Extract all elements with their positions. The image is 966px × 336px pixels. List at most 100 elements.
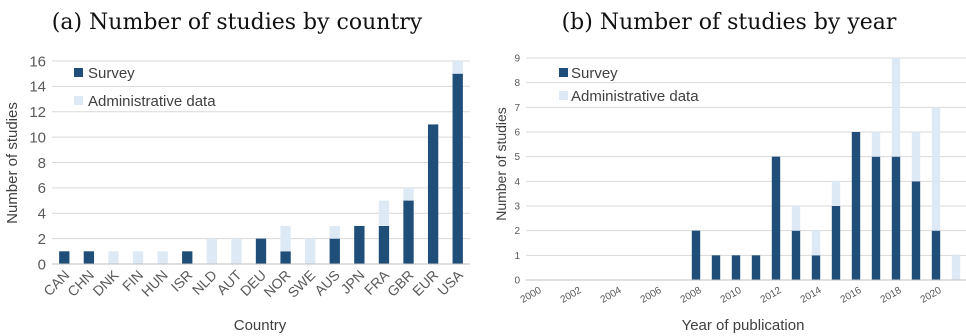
bar-administrative-data xyxy=(378,200,390,226)
y-tick-label: 1 xyxy=(514,251,520,262)
country-chart: (a) Number of studies by country Country… xyxy=(4,10,470,334)
legend-swatch-survey xyxy=(559,68,568,77)
year-chart-x-axis-label: Year of publication xyxy=(682,317,805,334)
bar-administrative-data xyxy=(871,132,881,157)
x-tick-label: ISR xyxy=(168,267,196,295)
year-chart-title: (b) Number of studies by year xyxy=(562,10,897,35)
x-tick-label: USA xyxy=(434,266,466,298)
bar-survey xyxy=(831,206,841,280)
y-tick-label: 0 xyxy=(514,276,520,287)
bar-survey xyxy=(871,156,881,280)
bar-survey xyxy=(182,251,193,264)
year-chart: (b) Number of studies by year Year of pu… xyxy=(493,10,966,334)
country-chart-legend: Survey Administrative data xyxy=(74,65,216,110)
y-tick-label: 6 xyxy=(38,180,46,197)
bar-survey xyxy=(711,255,721,280)
bar-administrative-data xyxy=(931,107,941,231)
x-tick-label: 2016 xyxy=(839,285,864,306)
y-tick-label: 5 xyxy=(514,152,520,163)
legend-label-survey: Survey xyxy=(571,65,618,82)
y-tick-label: 10 xyxy=(29,129,46,146)
country-chart-x-axis-label: Country xyxy=(234,317,287,334)
bar-administrative-data xyxy=(108,251,119,264)
x-tick-label: 2010 xyxy=(719,285,744,306)
bar-survey xyxy=(691,230,701,280)
x-tick-label: SWE xyxy=(284,267,318,301)
y-tick-label: 0 xyxy=(38,256,46,273)
bar-administrative-data xyxy=(206,238,217,264)
x-tick-label: 2014 xyxy=(799,285,824,306)
y-tick-label: 4 xyxy=(38,206,46,223)
x-tick-label: 2004 xyxy=(599,285,624,306)
legend-swatch-admin xyxy=(74,96,83,105)
country-chart-title: (a) Number of studies by country xyxy=(52,10,423,35)
bar-administrative-data xyxy=(911,132,921,182)
bar-survey xyxy=(811,255,821,280)
bar-administrative-data xyxy=(452,61,463,74)
bar-survey xyxy=(851,132,861,280)
y-tick-label: 9 xyxy=(514,54,520,65)
bar-administrative-data xyxy=(305,238,316,264)
bar-administrative-data xyxy=(132,251,144,264)
x-tick-label: AUT xyxy=(213,266,244,297)
bar-survey xyxy=(931,230,941,280)
bar-survey xyxy=(255,238,267,264)
y-tick-label: 16 xyxy=(29,53,46,70)
y-tick-label: 3 xyxy=(514,202,520,213)
bar-survey xyxy=(751,255,761,280)
bar-administrative-data xyxy=(951,255,961,280)
bar-administrative-data xyxy=(403,187,414,201)
bar-survey xyxy=(329,238,340,264)
x-tick-label: DEU xyxy=(237,267,269,299)
y-tick-label: 7 xyxy=(514,103,520,114)
legend-label-admin: Administrative data xyxy=(88,93,216,110)
bar-survey xyxy=(378,225,390,264)
bar-survey xyxy=(731,255,741,280)
bar-administrative-data xyxy=(811,230,821,256)
y-tick-label: 4 xyxy=(514,177,520,188)
x-tick-label: 2008 xyxy=(679,285,704,306)
bar-administrative-data xyxy=(329,225,340,239)
x-tick-label: EUR xyxy=(409,267,441,299)
y-tick-label: 12 xyxy=(29,104,46,121)
x-tick-label: AUS xyxy=(311,267,343,299)
bar-survey xyxy=(891,156,901,280)
y-tick-label: 14 xyxy=(29,79,46,96)
x-tick-label: NOR xyxy=(260,267,293,300)
bar-survey xyxy=(403,200,414,264)
y-tick-label: 6 xyxy=(514,128,520,139)
x-tick-label: 2002 xyxy=(559,285,584,306)
y-tick-label: 8 xyxy=(514,78,520,89)
bar-survey xyxy=(59,251,70,264)
x-tick-label: JPN xyxy=(337,267,367,297)
bar-survey xyxy=(791,230,801,280)
legend-label-survey: Survey xyxy=(88,65,135,82)
bar-survey xyxy=(280,251,291,264)
x-tick-label: 2020 xyxy=(919,285,944,306)
legend-swatch-survey xyxy=(74,68,83,77)
x-tick-label: GBR xyxy=(384,267,417,300)
bar-survey xyxy=(83,251,95,264)
year-chart-y-axis-label: Number of studies xyxy=(493,107,509,221)
bar-administrative-data xyxy=(231,238,242,264)
bar-administrative-data xyxy=(891,58,901,157)
x-tick-label: 2012 xyxy=(759,285,784,306)
bar-survey xyxy=(427,124,439,264)
bar-administrative-data xyxy=(157,251,168,264)
bar-administrative-data xyxy=(831,181,841,206)
bar-survey xyxy=(771,156,781,280)
bar-administrative-data xyxy=(791,206,801,231)
x-tick-label: NLD xyxy=(189,267,220,298)
y-tick-label: 2 xyxy=(514,226,520,237)
bar-administrative-data xyxy=(280,225,291,252)
legend-swatch-admin xyxy=(559,91,568,100)
bar-survey xyxy=(354,225,365,264)
y-tick-label: 8 xyxy=(38,155,46,172)
bar-survey xyxy=(452,73,463,264)
x-tick-label: 2006 xyxy=(639,285,664,306)
bar-survey xyxy=(911,181,921,280)
x-tick-label: 2000 xyxy=(519,285,544,306)
x-tick-label: CHN xyxy=(64,267,97,300)
x-tick-label: 2018 xyxy=(879,285,904,306)
